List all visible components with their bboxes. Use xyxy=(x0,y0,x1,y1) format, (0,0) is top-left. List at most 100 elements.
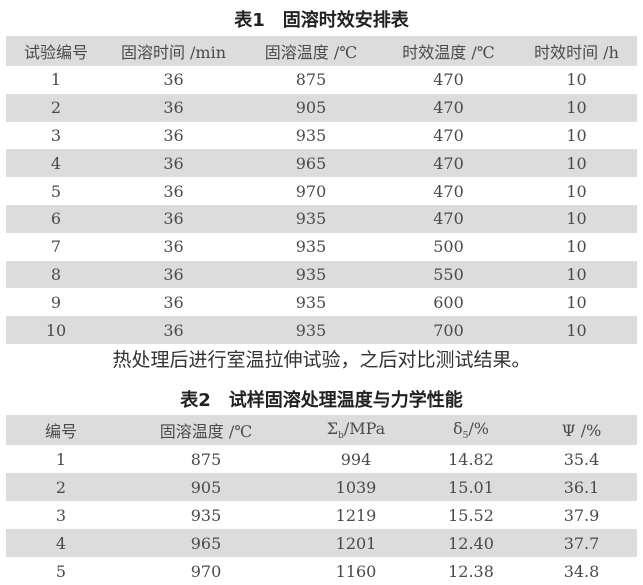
table-cell: 5 xyxy=(50,181,62,201)
table-cell: 905 xyxy=(295,98,327,118)
table-cell: 35.4 xyxy=(563,449,600,469)
table-cell: 10 xyxy=(566,209,587,229)
table-cell: 14.82 xyxy=(448,449,494,469)
header-cell: δ5/% xyxy=(416,415,526,445)
table-cell: 36 xyxy=(163,181,184,201)
table-cell: 12.40 xyxy=(448,533,494,553)
table-cell: 935 xyxy=(295,237,327,257)
table-cell: 935 xyxy=(295,292,327,312)
table-cell: 1160 xyxy=(335,561,377,581)
table-row: 6 36 935 470 10 xyxy=(6,204,637,233)
subscript: 5 xyxy=(462,431,469,442)
table-cell: 970 xyxy=(190,561,222,581)
table-cell: 8 xyxy=(50,264,62,284)
table-cell: 550 xyxy=(433,264,464,284)
table-row: 1 36 875 470 10 xyxy=(6,66,637,94)
unit: /MPa xyxy=(343,418,386,438)
table-cell: 36 xyxy=(163,237,184,257)
sigma-symbol: Σ xyxy=(326,418,339,438)
table-cell: 1 xyxy=(50,70,62,90)
table-cell: 36 xyxy=(163,264,184,284)
table-cell: 36 xyxy=(163,70,184,90)
table-cell: 9 xyxy=(50,292,62,312)
table-row: 8 36 935 550 10 xyxy=(6,260,637,289)
table-row: 9 36 935 600 10 xyxy=(6,288,637,316)
table-cell: 7 xyxy=(50,237,62,257)
table-cell: 2 xyxy=(55,477,67,497)
table-cell: 36 xyxy=(163,209,184,229)
table-cell: 700 xyxy=(433,320,464,340)
table-cell: 12.38 xyxy=(448,561,494,581)
table-cell: 10 xyxy=(566,320,587,340)
table-cell: 3 xyxy=(55,505,67,525)
table-row: 5 970 1160 12.38 34.8 xyxy=(6,557,637,585)
table-cell: 10 xyxy=(566,292,587,312)
table-row: 1 875 994 14.82 35.4 xyxy=(6,445,637,473)
table-cell: 470 xyxy=(433,181,464,201)
table-cell: 905 xyxy=(190,477,222,497)
table-cell: 10 xyxy=(566,98,587,118)
table-cell: 470 xyxy=(433,153,464,173)
table-cell: 470 xyxy=(433,209,464,229)
table-cell: 36 xyxy=(163,320,184,340)
table-row: 4 965 1201 12.40 37.7 xyxy=(6,529,637,557)
table2-header-row: 编号 固溶温度 /℃ Σb/MPa δ5/% Ψ /% xyxy=(6,415,637,445)
table-cell: 935 xyxy=(190,505,222,525)
table-cell: 10 xyxy=(566,264,587,284)
table-cell: 36 xyxy=(163,292,184,312)
table-cell: 37.9 xyxy=(563,505,600,525)
table-cell: 470 xyxy=(433,125,464,145)
table-cell: 875 xyxy=(190,449,222,469)
table-cell: 37.7 xyxy=(563,533,600,553)
header-cell: 固溶时间 /min xyxy=(120,43,227,62)
header-cell: Ψ /% xyxy=(561,420,602,440)
table-row: 4 36 965 470 10 xyxy=(6,149,637,178)
table-row: 10 36 935 700 10 xyxy=(6,316,637,344)
subscript: b xyxy=(338,431,344,442)
table-cell: 36 xyxy=(163,98,184,118)
table-cell: 10 xyxy=(566,153,587,173)
table-cell: 875 xyxy=(295,70,327,90)
table-cell: 4 xyxy=(55,533,67,553)
table-cell: 5 xyxy=(55,561,67,581)
table-cell: 965 xyxy=(295,153,327,173)
header-cell: 时效温度 /℃ xyxy=(402,43,495,62)
table-cell: 970 xyxy=(295,181,327,201)
table-cell: 935 xyxy=(295,264,327,284)
table-cell: 1201 xyxy=(335,533,377,553)
table-row: 5 36 970 470 10 xyxy=(6,177,637,205)
table-row: 3 36 935 470 10 xyxy=(6,122,637,150)
table-cell: 10 xyxy=(566,125,587,145)
header-cell: 编号 xyxy=(44,422,77,441)
table-cell: 600 xyxy=(433,292,464,312)
header-cell: Σb/MPa xyxy=(296,415,416,445)
header-cell: 时效时间 /h xyxy=(534,43,619,62)
table-cell: 994 xyxy=(340,449,372,469)
table1-header-row: 试验编号 固溶时间 /min 固溶温度 /℃ 时效温度 /℃ 时效时间 /h xyxy=(6,36,637,66)
table-cell: 1 xyxy=(55,449,67,469)
table-cell: 6 xyxy=(50,209,62,229)
table-cell: 15.01 xyxy=(448,477,494,497)
table-cell: 15.52 xyxy=(448,505,494,525)
table-cell: 470 xyxy=(433,70,464,90)
table-cell: 10 xyxy=(45,320,67,340)
table-cell: 470 xyxy=(433,98,464,118)
table1-title: 表1 固溶时效安排表 xyxy=(234,10,409,31)
table-cell: 935 xyxy=(295,125,327,145)
table1: 试验编号 固溶时间 /min 固溶温度 /℃ 时效温度 /℃ 时效时间 /h 1 36 875… xyxy=(6,36,637,344)
table-cell: 3 xyxy=(50,125,62,145)
table-cell: 36.1 xyxy=(563,477,600,497)
table-cell: 500 xyxy=(433,237,464,257)
table-row: 7 36 935 500 10 xyxy=(6,233,637,261)
table-cell: 935 xyxy=(295,209,327,229)
table-row: 3 935 1219 15.52 37.9 xyxy=(6,501,637,529)
table2: 编号 固溶温度 /℃ Σb/MPa δ5/% Ψ /% 1 875 994 14.82… xyxy=(6,415,637,585)
header-cell: 固溶温度 /℃ xyxy=(159,422,253,441)
body-paragraph: 热处理后进行室温拉伸试验，之后对比测试结果。 xyxy=(112,349,531,371)
table2-title: 表2 试样固溶处理温度与力学性能 xyxy=(180,390,463,411)
table-row: 2 905 1039 15.01 36.1 xyxy=(6,473,637,501)
delta-symbol: δ xyxy=(453,418,463,438)
table-cell: 36 xyxy=(163,153,184,173)
unit: /% xyxy=(468,418,489,438)
header-cell: 试验编号 xyxy=(23,43,88,62)
